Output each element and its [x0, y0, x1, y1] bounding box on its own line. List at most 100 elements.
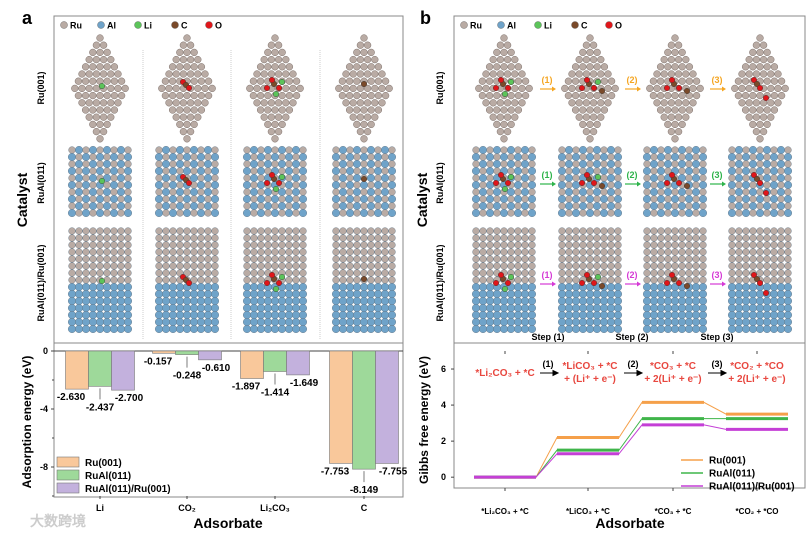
- al-atom: [692, 201, 701, 210]
- ru-atom: [204, 255, 212, 263]
- ru-atom: [678, 227, 686, 235]
- ru-atom: [110, 262, 118, 270]
- step-arrow-label-3: (3): [712, 270, 723, 280]
- ru-atom: [271, 63, 279, 71]
- ru-atom: [689, 70, 697, 78]
- ru-atom: [267, 70, 276, 78]
- al-atom: [777, 325, 786, 334]
- al-atom: [285, 290, 294, 299]
- ru-atom: [482, 84, 490, 93]
- ru-atom: [271, 106, 279, 114]
- al-atom: [102, 145, 111, 154]
- al-atom: [210, 290, 219, 299]
- ru-atom: [292, 255, 300, 263]
- al-atom: [784, 311, 793, 320]
- ru-atom: [678, 63, 686, 71]
- ru-atom: [289, 84, 297, 93]
- ru-atom: [107, 113, 115, 121]
- step-arrow-label-3: (3): [712, 75, 723, 85]
- ru-atom: [657, 255, 665, 263]
- al-atom: [360, 152, 369, 161]
- li-atom: [273, 185, 280, 192]
- ru-atom: [117, 227, 125, 235]
- ru-atom: [699, 276, 707, 284]
- ru-atom: [211, 188, 219, 196]
- al-atom: [285, 304, 294, 313]
- ru-atom: [674, 55, 683, 64]
- ru-atom: [257, 269, 265, 277]
- ru-atom: [162, 181, 170, 189]
- ru-atom: [685, 276, 693, 284]
- ru-atom: [285, 234, 293, 242]
- al-atom: [95, 152, 104, 161]
- ru-atom: [360, 241, 368, 249]
- ru-atom: [572, 234, 580, 242]
- ru-atom: [201, 99, 209, 107]
- ru-atom: [671, 234, 679, 242]
- o-atom: [664, 84, 671, 91]
- ru-atom: [299, 269, 307, 277]
- ru-atom: [568, 84, 576, 93]
- ru-atom: [653, 84, 661, 93]
- ru-atom: [643, 234, 651, 242]
- ru-atom: [257, 241, 265, 249]
- al-atom: [203, 318, 212, 327]
- al-atom: [500, 318, 509, 327]
- o-atom: [676, 179, 683, 186]
- ru-atom: [292, 91, 301, 100]
- al-atom: [579, 297, 588, 306]
- y-tick-label: 0: [43, 346, 48, 356]
- ru001-slab: [71, 34, 129, 143]
- al-atom: [74, 290, 83, 299]
- ru-atom: [271, 48, 279, 57]
- al-atom: [346, 152, 355, 161]
- al-atom: [249, 318, 258, 327]
- al-atom: [643, 152, 652, 161]
- al-atom: [756, 166, 765, 175]
- al-atom: [507, 311, 516, 320]
- ru-atom: [353, 234, 361, 242]
- al-atom: [374, 297, 383, 306]
- al-atom: [600, 304, 609, 313]
- o-atom: [584, 76, 591, 83]
- rual011-slab: [332, 145, 397, 217]
- al-atom: [486, 290, 495, 299]
- al-atom: [586, 208, 595, 217]
- ru-atom: [486, 146, 494, 154]
- ru-atom: [356, 127, 365, 136]
- ru-atom: [496, 41, 505, 49]
- ru-atom: [756, 146, 764, 154]
- ru-atom: [528, 188, 536, 196]
- ru-atom: [285, 227, 293, 235]
- ru-atom: [332, 248, 340, 256]
- al-atom: [102, 283, 111, 292]
- ru-atom: [507, 234, 515, 242]
- ru-atom: [190, 209, 198, 217]
- al-atom: [643, 166, 652, 175]
- ru-atom: [96, 106, 104, 114]
- al-atom: [353, 297, 362, 306]
- ru-atom: [388, 255, 396, 263]
- ru-atom: [593, 195, 601, 203]
- ru-atom: [486, 188, 494, 196]
- ru-atom: [388, 248, 396, 256]
- ru-atom: [600, 234, 608, 242]
- al-atom: [189, 325, 198, 334]
- o-atom: [669, 171, 676, 178]
- step-label-2: Step (2): [615, 332, 648, 342]
- ru-atom: [92, 113, 101, 121]
- al-atom: [203, 325, 212, 334]
- al-atom: [493, 297, 502, 306]
- ru-atom: [381, 227, 389, 235]
- ru-atom: [575, 99, 583, 107]
- al-atom: [472, 304, 481, 313]
- ru-atom: [671, 120, 679, 129]
- ru-atom: [360, 248, 368, 256]
- ru-atom: [749, 120, 757, 129]
- ru-atom: [299, 174, 307, 182]
- bar-RuAl(011)/Ru(001): [198, 350, 222, 361]
- ru-atom: [299, 160, 307, 168]
- ru-atom: [353, 48, 361, 57]
- ru-atom: [285, 255, 293, 263]
- ru-atom: [103, 77, 111, 85]
